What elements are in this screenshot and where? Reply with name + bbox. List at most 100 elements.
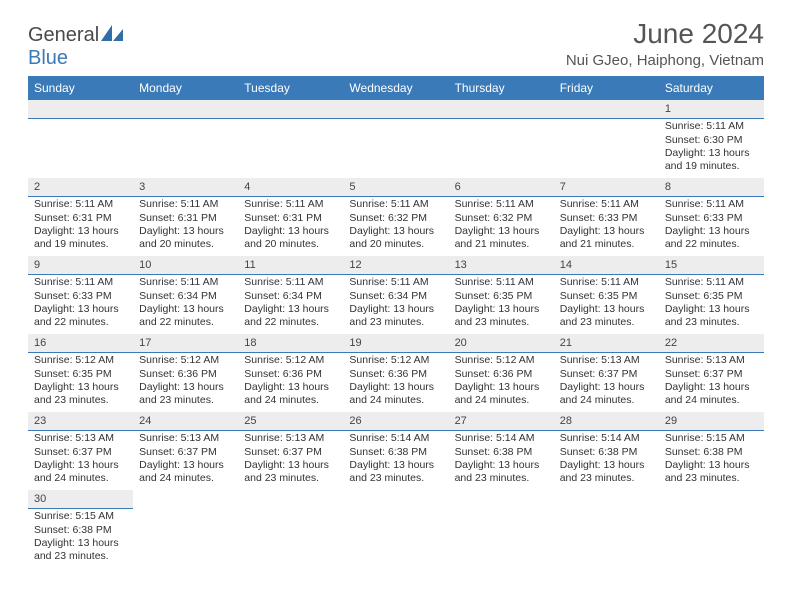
day-number: 18 (238, 334, 343, 353)
calendar-cell: 30Sunrise: 5:15 AMSunset: 6:38 PMDayligh… (28, 490, 133, 568)
day-line: Sunrise: 5:14 AM (349, 432, 442, 445)
day-body: Sunrise: 5:12 AMSunset: 6:36 PMDaylight:… (238, 353, 343, 411)
calendar-cell (449, 100, 554, 178)
day-line: Sunrise: 5:11 AM (139, 276, 232, 289)
day-line: Sunset: 6:37 PM (560, 368, 653, 381)
day-line: Sunrise: 5:11 AM (244, 198, 337, 211)
calendar-week: 9Sunrise: 5:11 AMSunset: 6:33 PMDaylight… (28, 256, 764, 334)
calendar-cell: 28Sunrise: 5:14 AMSunset: 6:38 PMDayligh… (554, 412, 659, 490)
day-line: Daylight: 13 hours (455, 225, 548, 238)
day-header: Sunday (28, 76, 133, 100)
day-number (133, 100, 238, 119)
calendar-cell: 9Sunrise: 5:11 AMSunset: 6:33 PMDaylight… (28, 256, 133, 334)
day-line: Sunset: 6:37 PM (139, 446, 232, 459)
calendar-cell: 4Sunrise: 5:11 AMSunset: 6:31 PMDaylight… (238, 178, 343, 256)
day-line: Sunset: 6:32 PM (349, 212, 442, 225)
day-line: Sunrise: 5:11 AM (665, 276, 758, 289)
day-line: and 19 minutes. (665, 160, 758, 173)
day-line: Sunset: 6:36 PM (139, 368, 232, 381)
day-line: Daylight: 13 hours (349, 459, 442, 472)
day-line: Daylight: 13 hours (139, 381, 232, 394)
day-line: and 24 minutes. (665, 394, 758, 407)
day-line: Sunset: 6:36 PM (455, 368, 548, 381)
day-line: Sunrise: 5:13 AM (560, 354, 653, 367)
day-line: Sunrise: 5:11 AM (34, 276, 127, 289)
day-body (28, 119, 133, 175)
calendar-cell: 7Sunrise: 5:11 AMSunset: 6:33 PMDaylight… (554, 178, 659, 256)
day-line: Daylight: 13 hours (455, 303, 548, 316)
day-line: Daylight: 13 hours (560, 225, 653, 238)
day-body (343, 490, 448, 546)
day-number: 29 (659, 412, 764, 431)
day-number: 21 (554, 334, 659, 353)
day-line: Daylight: 13 hours (244, 459, 337, 472)
day-line: Sunset: 6:34 PM (139, 290, 232, 303)
day-line: Sunset: 6:31 PM (34, 212, 127, 225)
calendar-cell: 5Sunrise: 5:11 AMSunset: 6:32 PMDaylight… (343, 178, 448, 256)
day-line: Sunset: 6:30 PM (665, 134, 758, 147)
calendar-cell: 24Sunrise: 5:13 AMSunset: 6:37 PMDayligh… (133, 412, 238, 490)
day-body: Sunrise: 5:11 AMSunset: 6:32 PMDaylight:… (343, 197, 448, 255)
calendar-cell: 14Sunrise: 5:11 AMSunset: 6:35 PMDayligh… (554, 256, 659, 334)
logo-sail-icon (101, 24, 123, 46)
day-line: Daylight: 13 hours (244, 381, 337, 394)
calendar-cell (28, 100, 133, 178)
day-line: and 23 minutes. (34, 550, 127, 563)
day-line: Sunrise: 5:11 AM (349, 198, 442, 211)
day-body (238, 119, 343, 175)
day-body: Sunrise: 5:13 AMSunset: 6:37 PMDaylight:… (659, 353, 764, 411)
day-body: Sunrise: 5:11 AMSunset: 6:34 PMDaylight:… (343, 275, 448, 333)
day-line: Sunrise: 5:11 AM (34, 198, 127, 211)
day-number: 2 (28, 178, 133, 197)
day-line: Sunset: 6:38 PM (455, 446, 548, 459)
day-line: and 19 minutes. (34, 238, 127, 251)
day-number: 7 (554, 178, 659, 197)
day-header: Friday (554, 76, 659, 100)
calendar-table: Sunday Monday Tuesday Wednesday Thursday… (28, 76, 764, 568)
day-body (133, 119, 238, 175)
day-body: Sunrise: 5:11 AMSunset: 6:33 PMDaylight:… (554, 197, 659, 255)
calendar-cell: 21Sunrise: 5:13 AMSunset: 6:37 PMDayligh… (554, 334, 659, 412)
calendar-week: 30Sunrise: 5:15 AMSunset: 6:38 PMDayligh… (28, 490, 764, 568)
day-line: Daylight: 13 hours (349, 381, 442, 394)
day-line: Sunset: 6:35 PM (560, 290, 653, 303)
day-line: Sunrise: 5:13 AM (244, 432, 337, 445)
day-number: 13 (449, 256, 554, 275)
day-line: and 24 minutes. (560, 394, 653, 407)
day-body: Sunrise: 5:12 AMSunset: 6:35 PMDaylight:… (28, 353, 133, 411)
day-line: and 24 minutes. (349, 394, 442, 407)
day-number: 5 (343, 178, 448, 197)
day-header: Saturday (659, 76, 764, 100)
calendar-cell: 11Sunrise: 5:11 AMSunset: 6:34 PMDayligh… (238, 256, 343, 334)
day-line: Daylight: 13 hours (34, 537, 127, 550)
day-line: Sunrise: 5:11 AM (244, 276, 337, 289)
day-number: 22 (659, 334, 764, 353)
day-line: and 23 minutes. (455, 316, 548, 329)
day-line: Sunrise: 5:14 AM (455, 432, 548, 445)
day-line: Sunset: 6:35 PM (665, 290, 758, 303)
day-line: Daylight: 13 hours (665, 147, 758, 160)
day-body: Sunrise: 5:11 AMSunset: 6:31 PMDaylight:… (28, 197, 133, 255)
day-body (554, 119, 659, 175)
day-line: and 20 minutes. (349, 238, 442, 251)
day-body (449, 119, 554, 175)
day-line: Sunrise: 5:11 AM (455, 198, 548, 211)
day-line: and 23 minutes. (139, 394, 232, 407)
calendar-week: 16Sunrise: 5:12 AMSunset: 6:35 PMDayligh… (28, 334, 764, 412)
day-line: Daylight: 13 hours (665, 225, 758, 238)
calendar-cell: 16Sunrise: 5:12 AMSunset: 6:35 PMDayligh… (28, 334, 133, 412)
day-line: Daylight: 13 hours (349, 303, 442, 316)
day-number: 8 (659, 178, 764, 197)
day-line: Sunrise: 5:11 AM (665, 198, 758, 211)
day-line: Sunset: 6:34 PM (244, 290, 337, 303)
calendar-week: 23Sunrise: 5:13 AMSunset: 6:37 PMDayligh… (28, 412, 764, 490)
day-body: Sunrise: 5:13 AMSunset: 6:37 PMDaylight:… (28, 431, 133, 489)
day-body: Sunrise: 5:11 AMSunset: 6:35 PMDaylight:… (554, 275, 659, 333)
day-body (449, 490, 554, 546)
calendar-cell: 26Sunrise: 5:14 AMSunset: 6:38 PMDayligh… (343, 412, 448, 490)
day-line: and 24 minutes. (455, 394, 548, 407)
day-number: 6 (449, 178, 554, 197)
day-body: Sunrise: 5:11 AMSunset: 6:31 PMDaylight:… (133, 197, 238, 255)
day-body: Sunrise: 5:12 AMSunset: 6:36 PMDaylight:… (343, 353, 448, 411)
day-line: Sunrise: 5:12 AM (244, 354, 337, 367)
